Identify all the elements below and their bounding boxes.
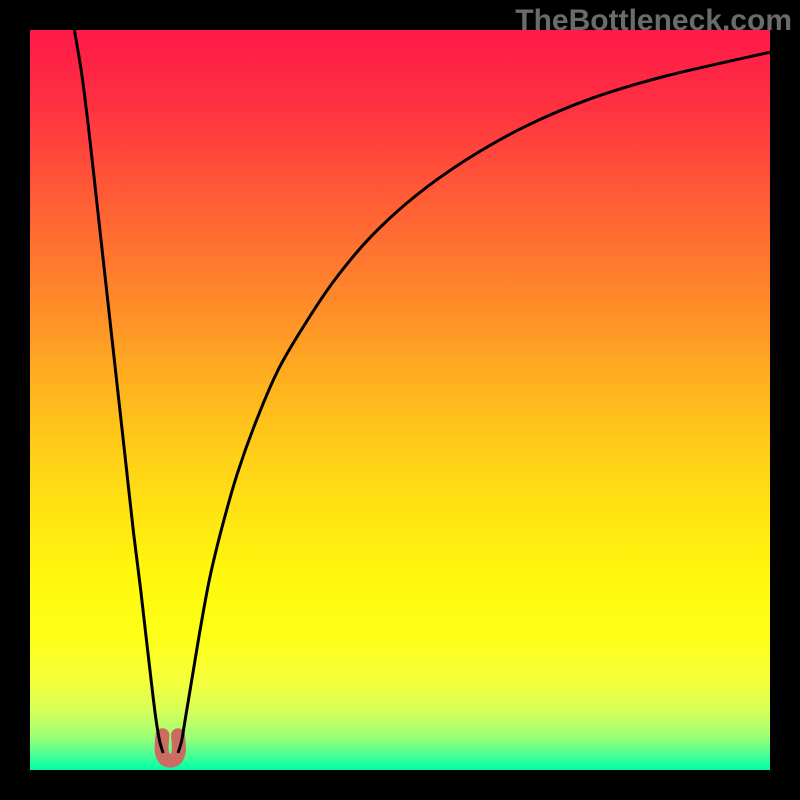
plot-background (30, 30, 770, 770)
chart-container: TheBottleneck.com (0, 0, 800, 800)
plot-svg (30, 30, 770, 770)
plot-area (30, 30, 770, 770)
